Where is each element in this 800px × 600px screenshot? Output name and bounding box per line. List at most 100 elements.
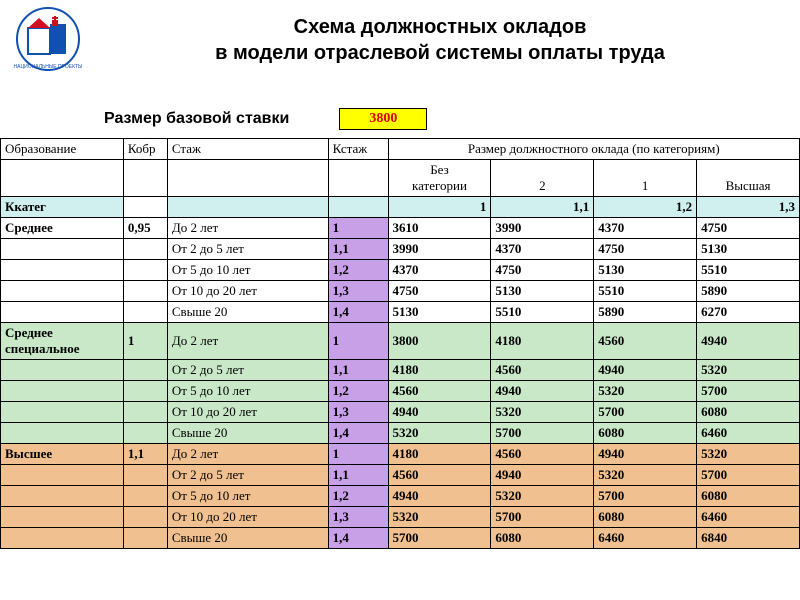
cell-value: 5700 (697, 465, 800, 486)
title-line-1: Схема должностных окладов (294, 16, 587, 38)
cell-kstazh: 1,1 (328, 465, 388, 486)
cell-kobr (123, 486, 167, 507)
table-row: Высшее1,1До 2 лет14180456049405320 (1, 444, 800, 465)
cell-kstazh: 1 (328, 218, 388, 239)
cell-stazh: Свыше 20 (167, 528, 328, 549)
hdr-kobr: Кобр (123, 139, 167, 160)
cell-value: 6460 (697, 507, 800, 528)
cell-value: 6080 (697, 402, 800, 423)
cell-stazh: До 2 лет (167, 323, 328, 360)
cell-value: 3800 (388, 323, 491, 360)
base-rate-value: 3800 (339, 108, 427, 130)
cell-value: 5890 (697, 281, 800, 302)
cell-kstazh: 1 (328, 323, 388, 360)
hdr-stazh: Стаж (167, 139, 328, 160)
cell-stazh: От 5 до 10 лет (167, 486, 328, 507)
cell-value: 6080 (594, 423, 697, 444)
table-row: От 5 до 10 лет1,24370475051305510 (1, 260, 800, 281)
cell-kobr: 0,95 (123, 218, 167, 239)
table-row: От 5 до 10 лет1,24940532057006080 (1, 486, 800, 507)
cell-value: 5700 (491, 423, 594, 444)
cell-edu (1, 507, 124, 528)
cell-value: 5320 (697, 360, 800, 381)
cell-value: 5130 (388, 302, 491, 323)
cell-stazh: От 10 до 20 лет (167, 281, 328, 302)
cell-kobr (123, 423, 167, 444)
base-rate-label: Размер базовой ставки (104, 110, 289, 128)
cell-kstazh: 1,2 (328, 260, 388, 281)
cell-value: 6460 (594, 528, 697, 549)
cell-value: 5890 (594, 302, 697, 323)
cell-value: 6080 (491, 528, 594, 549)
hdr-cat-none: Без категории (388, 160, 491, 197)
cell-kobr (123, 260, 167, 281)
cell-value: 4560 (388, 465, 491, 486)
cell-value: 4940 (388, 402, 491, 423)
cell-kobr: 1 (123, 323, 167, 360)
hdr-cat1: 1 (594, 160, 697, 197)
cell-value: 4750 (594, 239, 697, 260)
cell-kstazh: 1,4 (328, 423, 388, 444)
base-rate-row: Размер базовой ставки 3800 (104, 108, 427, 130)
cell-value: 6840 (697, 528, 800, 549)
cell-kstazh: 1 (328, 444, 388, 465)
cell-edu: Среднее (1, 218, 124, 239)
header-row-1: Образование Кобр Стаж Кстаж Размер должн… (1, 139, 800, 160)
table-row: От 10 до 20 лет1,35320570060806460 (1, 507, 800, 528)
cell-value: 4370 (594, 218, 697, 239)
cell-stazh: До 2 лет (167, 218, 328, 239)
cell-value: 4940 (594, 444, 697, 465)
hdr-kstazh: Кстаж (328, 139, 388, 160)
cell-value: 5320 (491, 402, 594, 423)
cell-kstazh: 1,3 (328, 281, 388, 302)
cell-value: 4940 (697, 323, 800, 360)
cell-kstazh: 1,3 (328, 507, 388, 528)
cell-edu (1, 260, 124, 281)
cell-edu (1, 239, 124, 260)
table-row: От 5 до 10 лет1,24560494053205700 (1, 381, 800, 402)
table-row: От 2 до 5 лет1,14180456049405320 (1, 360, 800, 381)
cell-value: 4180 (388, 444, 491, 465)
cell-kobr (123, 465, 167, 486)
cell-kobr (123, 281, 167, 302)
cell-value: 5700 (594, 486, 697, 507)
cell-value: 4750 (491, 260, 594, 281)
cell-value: 5130 (594, 260, 697, 281)
cell-value: 5320 (388, 423, 491, 444)
cell-edu (1, 423, 124, 444)
cell-value: 5130 (491, 281, 594, 302)
cell-value: 6080 (594, 507, 697, 528)
cell-edu: Среднееспециальное (1, 323, 124, 360)
header-row-2: Без категории 2 1 Высшая (1, 160, 800, 197)
cell-value: 4940 (594, 360, 697, 381)
cell-value: 5320 (594, 465, 697, 486)
table-row: Среднееспециальное1До 2 лет1380041804560… (1, 323, 800, 360)
cell-value: 4940 (388, 486, 491, 507)
cell-value: 6270 (697, 302, 800, 323)
kkateg-v1: 1,1 (491, 197, 594, 218)
cell-value: 3990 (388, 239, 491, 260)
table-row: От 2 до 5 лет1,13990437047505130 (1, 239, 800, 260)
cell-value: 5320 (594, 381, 697, 402)
cell-edu (1, 402, 124, 423)
cell-value: 4750 (697, 218, 800, 239)
cell-edu (1, 528, 124, 549)
cell-stazh: Свыше 20 (167, 302, 328, 323)
cell-stazh: От 2 до 5 лет (167, 239, 328, 260)
cell-value: 5130 (697, 239, 800, 260)
cell-value: 5510 (491, 302, 594, 323)
cell-value: 5700 (697, 381, 800, 402)
cell-kobr (123, 239, 167, 260)
cell-value: 6460 (697, 423, 800, 444)
cell-edu (1, 281, 124, 302)
cell-kstazh: 1,4 (328, 302, 388, 323)
table-row: От 10 до 20 лет1,34750513055105890 (1, 281, 800, 302)
cell-stazh: От 2 до 5 лет (167, 360, 328, 381)
table-row: От 2 до 5 лет1,14560494053205700 (1, 465, 800, 486)
page: НАЦИОНАЛЬНЫЕ ПРОЕКТЫ Схема должностных о… (0, 0, 800, 600)
cell-value: 4560 (594, 323, 697, 360)
hdr-cat-high: Высшая (697, 160, 800, 197)
cell-value: 4560 (491, 360, 594, 381)
cell-edu (1, 381, 124, 402)
cell-value: 5510 (594, 281, 697, 302)
